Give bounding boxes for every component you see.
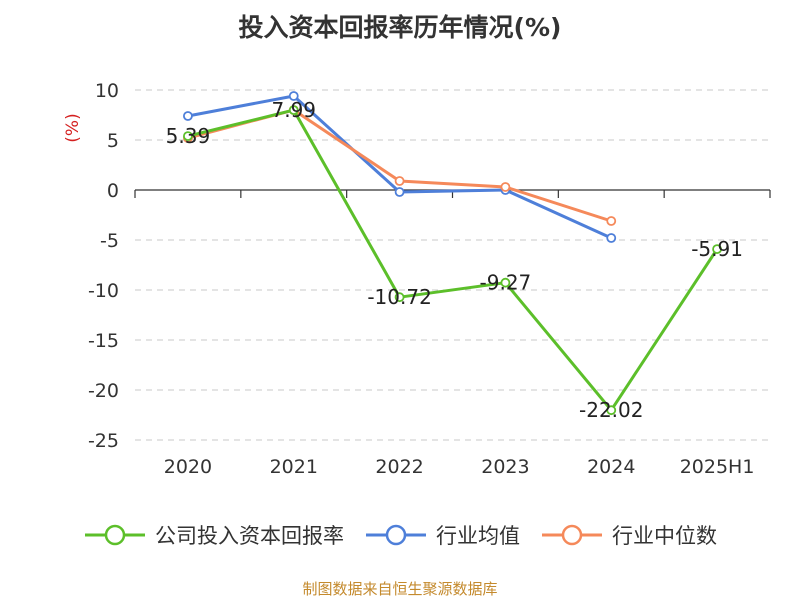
legend-swatch-0 [85, 524, 145, 546]
series-2-line-0 [187, 108, 612, 223]
legend-item-2[interactable]: 行业中位数 [540, 520, 717, 550]
series-0-point-4 [606, 405, 617, 416]
series-1-point-2 [394, 187, 405, 197]
series-0-point-0 [183, 131, 193, 142]
y-tick-label-4: -10 [88, 280, 119, 302]
legend-swatch-2 [542, 524, 602, 546]
series-2-point-2 [394, 176, 405, 186]
series-0 [183, 105, 722, 416]
legend: 公司投入资本回报率 行业均值 行业中位数 [0, 520, 800, 550]
data-label-1: 7.99 [271, 98, 316, 122]
y-tick-label-5: -15 [88, 330, 119, 352]
legend-label-0: 公司投入资本回报率 [155, 524, 344, 548]
data-label-3: -9.27 [480, 271, 532, 295]
series-1 [183, 91, 617, 243]
data-label-0: 5.39 [166, 124, 211, 148]
series-1-point-4 [606, 233, 617, 243]
x-tick-label-4: 2024 [587, 456, 635, 478]
legend-item-0[interactable]: 公司投入资本回报率 [83, 520, 344, 550]
series-lines [183, 91, 722, 416]
data-label-4: -22.02 [579, 398, 643, 422]
y-tick-label-6: -20 [88, 380, 119, 402]
series-0-point-1 [288, 105, 299, 115]
series-2-point-3 [500, 182, 511, 192]
y-tick-label-3: -5 [100, 230, 119, 252]
series-1-point-0 [183, 111, 193, 121]
series-1-line-0 [187, 94, 612, 240]
legend-label-2: 行业中位数 [612, 524, 717, 548]
series-0-point-5 [712, 244, 722, 255]
legend-item-1[interactable]: 行业均值 [364, 520, 520, 550]
x-tick-label-3: 2023 [481, 456, 529, 478]
data-labels: 5.39 7.99 -10.72 -9.27 -22.02 -5.91 [166, 98, 743, 422]
y-tick-label-0: 10 [95, 80, 119, 102]
y-axis-title: (%) [63, 113, 83, 142]
data-label-2: -10.72 [367, 285, 431, 309]
series-1-point-1 [288, 91, 299, 101]
legend-swatch-1 [366, 524, 426, 546]
series-2-point-4 [606, 216, 617, 226]
data-label-5: -5.91 [691, 237, 743, 261]
series-0-point-2 [394, 292, 405, 303]
grid-lines [135, 89, 770, 441]
legend-label-1: 行业均值 [436, 524, 520, 548]
series-2 [183, 105, 617, 226]
y-tick-label-2: 0 [107, 180, 119, 202]
chart-title: 投入资本回报率历年情况(%) [238, 13, 562, 42]
y-tick-label-7: -25 [88, 430, 119, 452]
series-0-point-3 [500, 277, 511, 288]
x-tick-label-2: 2022 [375, 456, 423, 478]
x-tick-label-5: 2025H1 [680, 456, 755, 478]
series-0-line-0 [187, 108, 719, 412]
source-note: 制图数据来自恒生聚源数据库 [302, 580, 498, 598]
y-tick-label-1: 5 [107, 130, 119, 152]
x-tick-label-1: 2021 [270, 456, 318, 478]
x-tick-label-0: 2020 [164, 456, 212, 478]
